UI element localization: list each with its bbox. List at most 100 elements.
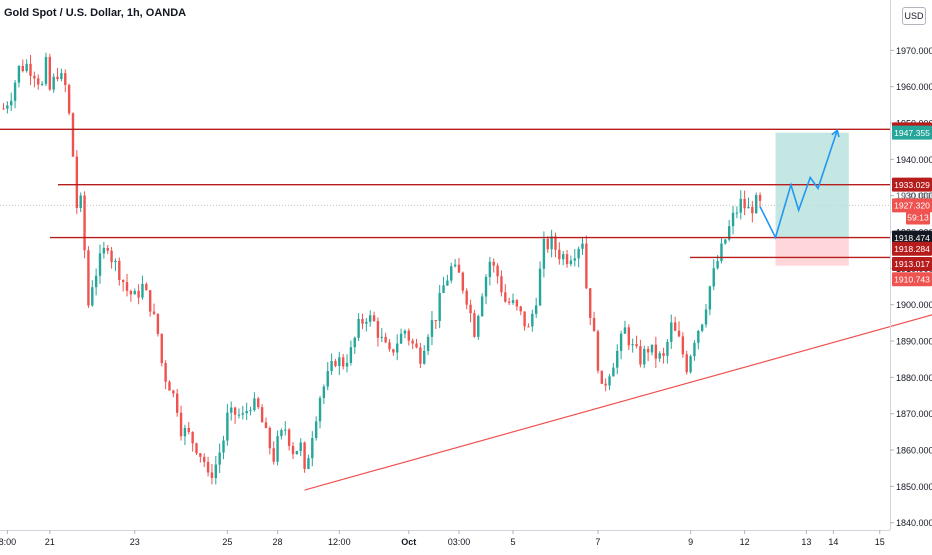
candle-body — [650, 344, 654, 353]
candle-body — [573, 258, 576, 261]
candle-body — [442, 285, 445, 293]
candle-body — [152, 311, 156, 314]
candle-body — [353, 337, 356, 348]
candle-body — [697, 330, 700, 343]
candle-body — [720, 243, 723, 262]
candle-body — [349, 347, 353, 363]
candle-body — [658, 353, 661, 359]
candle-body — [102, 247, 106, 254]
candle-body — [60, 73, 63, 80]
candle-body — [148, 290, 152, 312]
price-tag-level — [892, 257, 932, 272]
candle-body — [527, 326, 530, 328]
candle-body — [384, 336, 387, 343]
candle-body — [79, 195, 82, 209]
candle-body — [562, 254, 565, 260]
candle-body — [747, 206, 750, 209]
price-tag-level — [892, 177, 932, 192]
candle-body — [554, 236, 557, 250]
candle-body — [646, 348, 650, 353]
candle-body — [388, 342, 391, 350]
candle-body — [523, 311, 526, 327]
price-tag-last — [892, 198, 932, 213]
candle-body — [44, 56, 48, 84]
candle-body — [203, 456, 206, 462]
candles-layer — [2, 52, 762, 485]
candle-body — [739, 198, 742, 213]
candle-body — [608, 376, 611, 386]
candle-body — [249, 410, 252, 412]
candle-body — [114, 260, 117, 263]
x-tick-label: 8:00 — [0, 537, 16, 547]
candle-body — [542, 238, 546, 269]
candle-body — [399, 333, 403, 344]
candle-body — [6, 105, 9, 109]
x-tick-label: 13 — [801, 537, 811, 547]
price-tag-text: 1910.743 — [894, 274, 930, 284]
candle-body — [141, 283, 144, 298]
candle-body — [299, 442, 302, 452]
candle-body — [13, 82, 17, 101]
price-tag-text: 1918.474 — [894, 233, 930, 243]
support-trendline — [304, 314, 932, 491]
candle-body — [411, 340, 414, 344]
candle-body — [365, 321, 368, 324]
candle-body — [434, 320, 438, 322]
candle-body — [110, 250, 113, 263]
candle-body — [376, 321, 380, 338]
candle-body — [430, 320, 434, 337]
candle-body — [446, 280, 449, 286]
candle-body — [604, 383, 607, 386]
candle-body — [631, 344, 634, 346]
candle-body — [731, 212, 735, 227]
candle-body — [206, 461, 210, 473]
candle-body — [67, 84, 71, 114]
candle-body — [496, 265, 499, 277]
candle-body — [755, 195, 758, 214]
candle-body — [91, 287, 94, 306]
candle-body — [280, 430, 283, 437]
candle-body — [758, 195, 762, 201]
candle-body — [453, 264, 457, 267]
candle-body — [403, 330, 407, 334]
candle-body — [260, 407, 264, 423]
candle-body — [480, 296, 484, 316]
candle-body — [125, 282, 129, 291]
candle-body — [94, 275, 98, 288]
candle-body — [392, 349, 395, 353]
candle-body — [233, 407, 237, 415]
candle-body — [581, 243, 584, 249]
currency-button[interactable]: USD — [902, 7, 926, 25]
candle-body — [639, 346, 642, 365]
candle-body — [700, 324, 704, 331]
y-tick-label: 1840.000 — [896, 518, 932, 528]
candle-body — [214, 464, 217, 479]
candle-body — [253, 398, 256, 411]
candle-body — [577, 248, 580, 259]
candle-body — [287, 429, 291, 446]
candle-body — [565, 254, 569, 265]
candle-body — [677, 330, 681, 337]
x-tick-label: 23 — [130, 537, 140, 547]
candle-body — [276, 436, 279, 462]
candle-body — [75, 156, 79, 209]
candle-body — [704, 309, 708, 325]
y-tick-label: 1960.000 — [896, 82, 932, 92]
candle-body — [29, 63, 32, 76]
price-tag-text: 59:13 — [907, 213, 929, 223]
candle-body — [172, 390, 175, 394]
candle-body — [330, 361, 333, 372]
price-tag-text: 1918.284 — [894, 244, 930, 254]
price-tag-level — [892, 241, 932, 256]
candle-body — [380, 336, 383, 338]
candle-body — [654, 344, 658, 359]
candle-body — [596, 331, 600, 371]
candle-body — [145, 283, 148, 291]
candle-body — [438, 292, 441, 322]
price-tag-stop — [892, 272, 932, 287]
candle-body — [743, 198, 746, 209]
candle-body — [666, 341, 669, 356]
candle-body — [708, 286, 712, 310]
